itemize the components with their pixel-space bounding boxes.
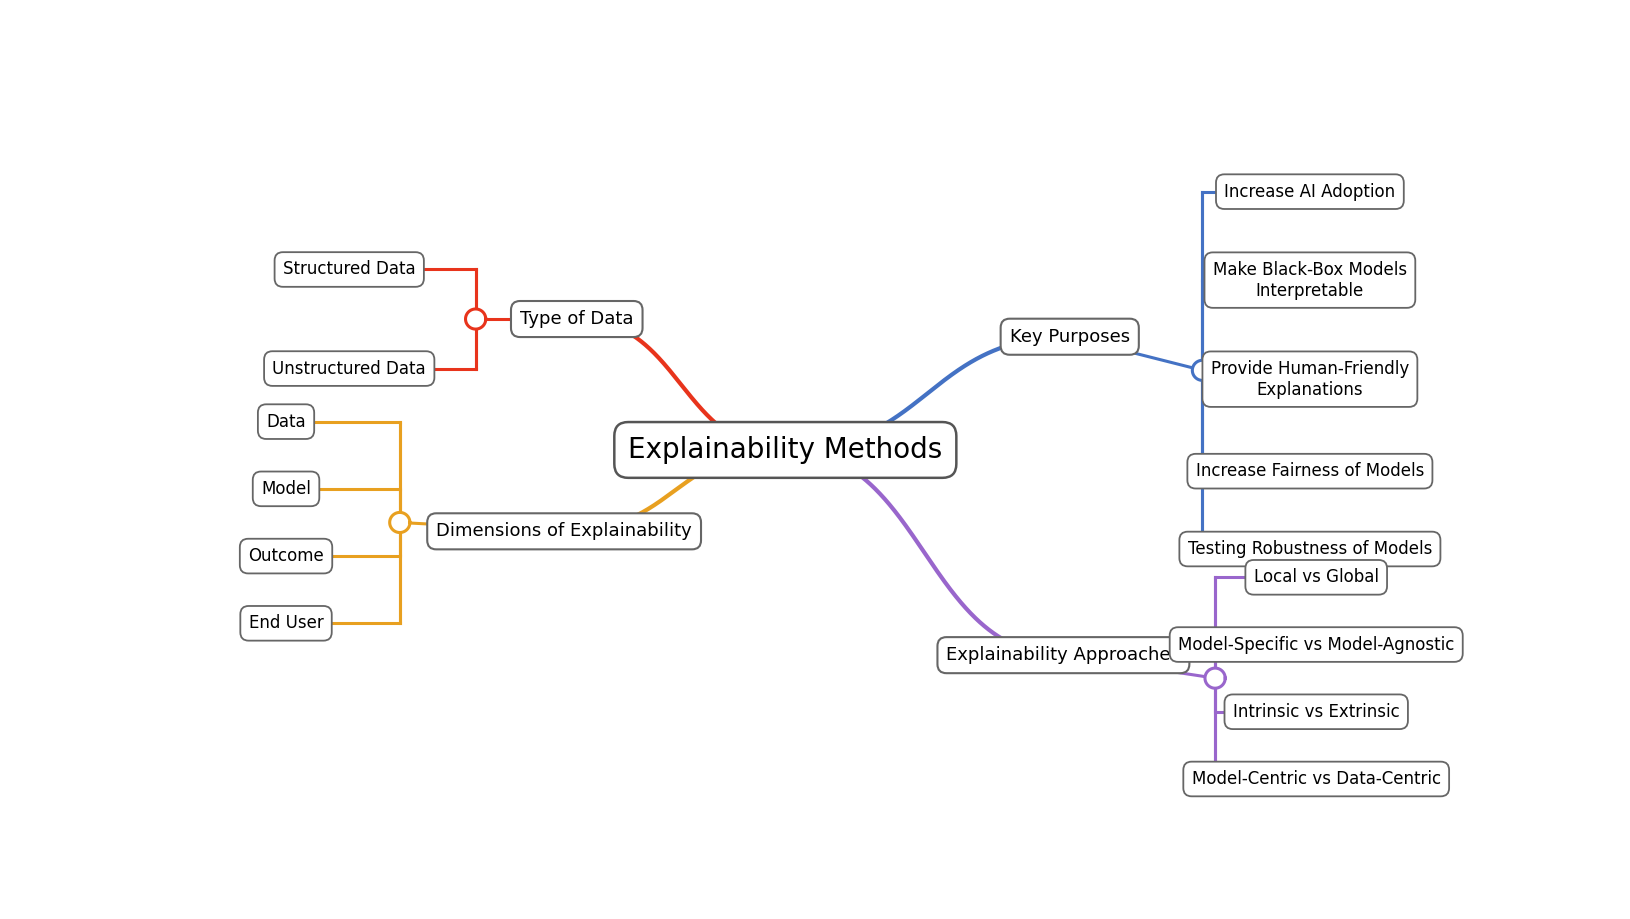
- Text: Dimensions of Explainability: Dimensions of Explainability: [435, 522, 691, 540]
- Text: Local vs Global: Local vs Global: [1253, 568, 1377, 586]
- Text: Data: Data: [266, 413, 306, 431]
- Text: Intrinsic vs Extrinsic: Intrinsic vs Extrinsic: [1232, 703, 1399, 720]
- Text: Type of Data: Type of Data: [520, 310, 632, 328]
- Text: Model-Centric vs Data-Centric: Model-Centric vs Data-Centric: [1192, 770, 1439, 788]
- Text: Outcome: Outcome: [248, 547, 324, 565]
- Text: Unstructured Data: Unstructured Data: [272, 359, 425, 378]
- Polygon shape: [1205, 668, 1224, 688]
- Polygon shape: [465, 309, 486, 329]
- Text: Increase Fairness of Models: Increase Fairness of Models: [1195, 462, 1423, 480]
- Text: Make Black-Box Models
Interpretable: Make Black-Box Models Interpretable: [1213, 261, 1407, 300]
- Text: Explainability Approaches: Explainability Approaches: [945, 646, 1180, 664]
- Text: Key Purposes: Key Purposes: [1009, 328, 1130, 346]
- Polygon shape: [390, 513, 409, 532]
- Text: Model: Model: [261, 480, 311, 498]
- Text: Provide Human-Friendly
Explanations: Provide Human-Friendly Explanations: [1209, 359, 1408, 399]
- Text: Structured Data: Structured Data: [282, 260, 416, 278]
- Text: End User: End User: [248, 614, 323, 632]
- Polygon shape: [1192, 360, 1211, 380]
- Text: Model-Specific vs Model-Agnostic: Model-Specific vs Model-Agnostic: [1177, 636, 1454, 653]
- Text: Increase AI Adoption: Increase AI Adoption: [1224, 183, 1395, 200]
- Text: Testing Robustness of Models: Testing Robustness of Models: [1187, 540, 1431, 558]
- Text: Explainability Methods: Explainability Methods: [628, 436, 942, 464]
